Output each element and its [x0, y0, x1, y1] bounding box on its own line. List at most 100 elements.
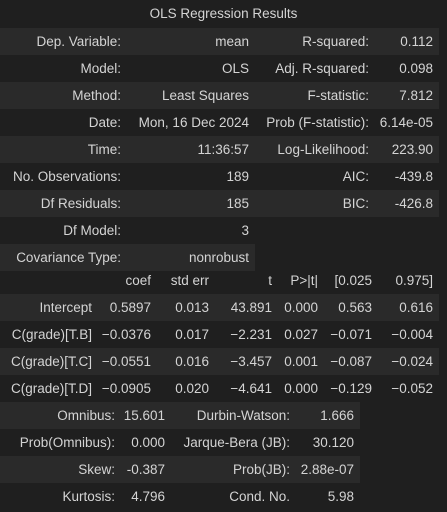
coefficient-row: Intercept 0.5897 0.013 43.891 0.000 0.563 0.61…	[0, 294, 439, 321]
diagnostic-label: Durbin-Watson:	[171, 402, 296, 429]
coefficient-row: C(grade)[T.C] −0.0551 0.016 −3.457 0.001 −0.0…	[0, 348, 439, 375]
summary-label: Dep. Variable:	[0, 28, 127, 55]
summary-label: F-statistic:	[255, 82, 375, 109]
coefficient-value: −0.087	[324, 348, 378, 375]
summary-value: 0.112	[375, 28, 439, 55]
summary-row: Df Residuals: 185 BIC: -426.8	[0, 190, 439, 217]
summary-label: Log-Likelihood:	[255, 136, 375, 163]
diagnostic-value: -0.387	[121, 456, 171, 483]
column-header	[0, 267, 98, 294]
summary-label	[255, 217, 375, 244]
diagnostic-value: 15.601	[121, 402, 171, 429]
summary-label: BIC:	[255, 190, 375, 217]
coefficient-value: −2.231	[230, 327, 272, 342]
column-header: std err	[170, 273, 209, 288]
coefficient-value: 0.017	[175, 327, 209, 342]
summary-label: Date:	[88, 115, 121, 130]
summary-value: Mon, 16 Dec 2024	[138, 115, 249, 130]
diagnostic-row: Prob(Omnibus): 0.000 Jarque-Bera (JB): 30.1…	[0, 429, 360, 456]
summary-label: Df Residuals:	[0, 190, 127, 217]
diagnostic-label: Omnibus:	[0, 402, 121, 429]
summary-value: Least Squares	[127, 82, 255, 109]
coefficient-value: 0.016	[157, 348, 215, 375]
diagnostic-value: 1.666	[296, 402, 360, 429]
column-header: [0.025	[334, 273, 372, 288]
coefficient-value: −0.052	[391, 381, 433, 396]
summary-row: No. Observations: 189 AIC: -439.8	[0, 163, 439, 190]
coefficient-value: −0.129	[330, 381, 372, 396]
coefficient-value: 0.013	[157, 294, 215, 321]
summary-row: Date: Mon, 16 Dec 2024 Prob (F-statistic):…	[0, 109, 439, 136]
term-label: Intercept	[0, 294, 98, 321]
coefficient-value: −0.0551	[98, 348, 157, 375]
coefficient-row: C(grade)[T.B] −0.0376 0.017 −2.231 0.027 −0.0…	[0, 321, 439, 348]
diagnostic-value: 4.796	[131, 489, 165, 504]
summary-row: Covariance Type: nonrobust	[0, 244, 439, 271]
coefficient-value: 0.001	[278, 348, 324, 375]
summary-value: 185	[127, 190, 255, 217]
summary-label: Method:	[0, 82, 127, 109]
summary-value: 7.812	[375, 82, 439, 109]
diagnostic-row: Omnibus: 15.601 Durbin-Watson: 1.666	[0, 402, 360, 429]
diagnostic-label: Prob(Omnibus):	[19, 435, 115, 450]
column-header: P>|t|	[290, 273, 318, 288]
diagnostics-table: Omnibus: 15.601 Durbin-Watson: 1.666 Prob(Om…	[0, 402, 360, 510]
column-header: coef	[125, 273, 151, 288]
coefficient-value: −0.0376	[101, 327, 151, 342]
coefficient-value: 0.563	[324, 294, 378, 321]
coefficient-value: 0.000	[278, 294, 324, 321]
diagnostic-label: Jarque-Bera (JB):	[183, 435, 290, 450]
summary-label: Model:	[80, 61, 121, 76]
coefficient-value: 43.891	[215, 294, 278, 321]
diagnostic-value: 0.000	[131, 435, 165, 450]
summary-row: Time: 11:36:57 Log-Likelihood: 223.90	[0, 136, 439, 163]
summary-label: AIC:	[342, 169, 369, 184]
summary-label: Prob (F-statistic):	[266, 115, 369, 130]
summary-value: -439.8	[394, 169, 433, 184]
diagnostic-value: 5.98	[327, 489, 354, 504]
summary-value: -426.8	[375, 190, 439, 217]
summary-value: 11:36:57	[127, 136, 255, 163]
term-label: C(grade)[T.D]	[10, 381, 92, 396]
summary-row: Method: Least Squares F-statistic: 7.812	[0, 82, 439, 109]
coefficient-value: −4.641	[230, 381, 272, 396]
summary-label: Covariance Type:	[0, 244, 127, 271]
summary-label: Time:	[0, 136, 127, 163]
diagnostic-value: 2.88e-07	[296, 456, 360, 483]
model-summary-table: Dep. Variable: mean R-squared: 0.112 Model: O…	[0, 28, 439, 271]
summary-value: 3	[241, 223, 249, 238]
diagnostic-label: Prob(JB):	[171, 456, 296, 483]
diagnostic-row: Skew: -0.387 Prob(JB): 2.88e-07	[0, 456, 360, 483]
summary-label: R-squared:	[255, 28, 375, 55]
summary-value: 6.14e-05	[379, 115, 433, 130]
diagnostic-label: Skew:	[0, 456, 121, 483]
summary-value: 0.098	[399, 61, 433, 76]
summary-label: Df Model:	[63, 223, 121, 238]
summary-value: mean	[127, 28, 255, 55]
column-header: t	[268, 273, 272, 288]
term-label: C(grade)[T.C]	[0, 348, 98, 375]
coefficient-value: 0.020	[175, 381, 209, 396]
summary-row: Dep. Variable: mean R-squared: 0.112	[0, 28, 439, 55]
diagnostic-value: 30.120	[312, 435, 354, 450]
summary-value	[375, 217, 439, 244]
summary-row: Model: OLS Adj. R-squared: 0.098	[0, 55, 439, 82]
summary-row: Df Model: 3	[0, 217, 439, 244]
term-label: C(grade)[T.B]	[11, 327, 92, 342]
coefficient-value: 0.027	[284, 327, 318, 342]
coefficient-value: −0.071	[330, 327, 372, 342]
coefficient-value: 0.616	[378, 294, 439, 321]
coefficients-table: coef std err t P>|t| [0.025 0.975] Intercept 0…	[0, 267, 439, 402]
summary-value: 189	[226, 169, 249, 184]
summary-value: 223.90	[375, 136, 439, 163]
summary-value: OLS	[221, 61, 249, 76]
coefficient-value: −3.457	[215, 348, 278, 375]
diagnostic-label: Cond. No.	[229, 489, 290, 504]
summary-label: No. Observations:	[12, 169, 121, 184]
coefficient-value: 0.000	[284, 381, 318, 396]
coefficient-row: C(grade)[T.D] −0.0905 0.020 −4.641 0.000 −0.1…	[0, 375, 439, 402]
coefficient-value: −0.024	[378, 348, 439, 375]
coefficient-value: 0.5897	[98, 294, 157, 321]
diagnostic-row: Kurtosis: 4.796 Cond. No. 5.98	[0, 483, 360, 510]
column-header: 0.975]	[395, 273, 433, 288]
